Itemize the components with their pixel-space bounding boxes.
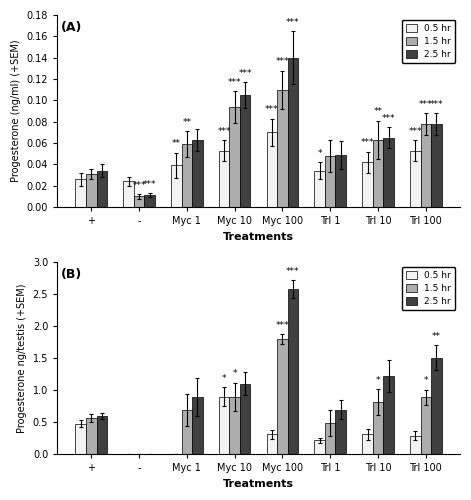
Text: ***: *** <box>265 106 279 114</box>
Text: ***: *** <box>276 58 289 66</box>
Text: ***: *** <box>228 78 242 86</box>
Text: ***: *** <box>218 126 231 136</box>
Bar <box>75 424 86 454</box>
Bar <box>267 132 277 207</box>
Bar <box>277 339 288 454</box>
Bar <box>335 155 346 207</box>
X-axis label: Treatments: Treatments <box>223 232 294 241</box>
Text: *: * <box>222 374 227 383</box>
Bar <box>288 58 298 207</box>
Bar <box>277 90 288 207</box>
Bar <box>86 418 97 455</box>
Bar <box>229 396 240 454</box>
Text: ***: *** <box>382 114 395 123</box>
Text: **: ** <box>182 118 191 127</box>
Legend: 0.5 hr, 1.5 hr, 2.5 hr: 0.5 hr, 1.5 hr, 2.5 hr <box>402 267 455 310</box>
Bar <box>75 180 86 207</box>
Text: *: * <box>376 376 380 385</box>
Text: ***: *** <box>143 180 156 189</box>
Bar <box>171 166 182 207</box>
Text: ***: *** <box>238 69 252 78</box>
Bar <box>97 171 107 207</box>
Bar <box>86 174 97 207</box>
Bar <box>315 440 325 454</box>
Y-axis label: Progesterone ng/testis (+SEM): Progesterone ng/testis (+SEM) <box>17 284 27 433</box>
Bar <box>421 398 431 454</box>
Bar <box>383 376 394 454</box>
Bar <box>182 410 192 455</box>
Bar <box>325 423 335 454</box>
Text: ***: *** <box>286 267 300 276</box>
Bar <box>410 436 421 454</box>
Bar <box>315 171 325 207</box>
Text: ***: *** <box>430 100 443 109</box>
Text: ***: *** <box>408 126 422 136</box>
Bar <box>373 140 383 207</box>
Bar <box>97 416 107 455</box>
Bar <box>288 289 298 454</box>
Text: ***: *** <box>286 18 300 27</box>
Bar <box>134 196 144 207</box>
Bar <box>362 434 373 454</box>
Bar <box>219 150 229 207</box>
Legend: 0.5 hr, 1.5 hr, 2.5 hr: 0.5 hr, 1.5 hr, 2.5 hr <box>402 20 455 64</box>
Text: **: ** <box>432 332 441 340</box>
Text: ***: *** <box>361 138 374 147</box>
Bar <box>431 358 442 454</box>
Bar <box>421 124 431 207</box>
Text: ***: *** <box>132 181 146 190</box>
Text: *: * <box>423 376 428 386</box>
Text: (B): (B) <box>61 268 82 281</box>
Bar <box>229 107 240 207</box>
Bar <box>362 162 373 207</box>
Bar <box>192 140 203 207</box>
Text: *: * <box>317 149 322 158</box>
Bar <box>144 196 155 207</box>
Bar <box>182 144 192 207</box>
Text: (A): (A) <box>61 21 82 34</box>
Y-axis label: Progesterone (ng/ml) (+SEM): Progesterone (ng/ml) (+SEM) <box>11 40 21 182</box>
Text: *: * <box>232 370 237 378</box>
Bar <box>123 182 134 207</box>
Bar <box>373 402 383 454</box>
Bar <box>219 396 229 454</box>
Text: ***: *** <box>419 100 432 109</box>
Bar <box>383 138 394 207</box>
Bar <box>325 156 335 207</box>
Bar <box>267 434 277 454</box>
Text: **: ** <box>374 108 382 116</box>
Bar <box>410 150 421 207</box>
Bar <box>192 396 203 454</box>
Bar <box>240 95 251 207</box>
Bar <box>431 124 442 207</box>
Text: ***: *** <box>276 321 289 330</box>
X-axis label: Treatments: Treatments <box>223 479 294 489</box>
Bar <box>335 410 346 455</box>
Bar <box>240 384 251 454</box>
Text: **: ** <box>172 140 181 148</box>
